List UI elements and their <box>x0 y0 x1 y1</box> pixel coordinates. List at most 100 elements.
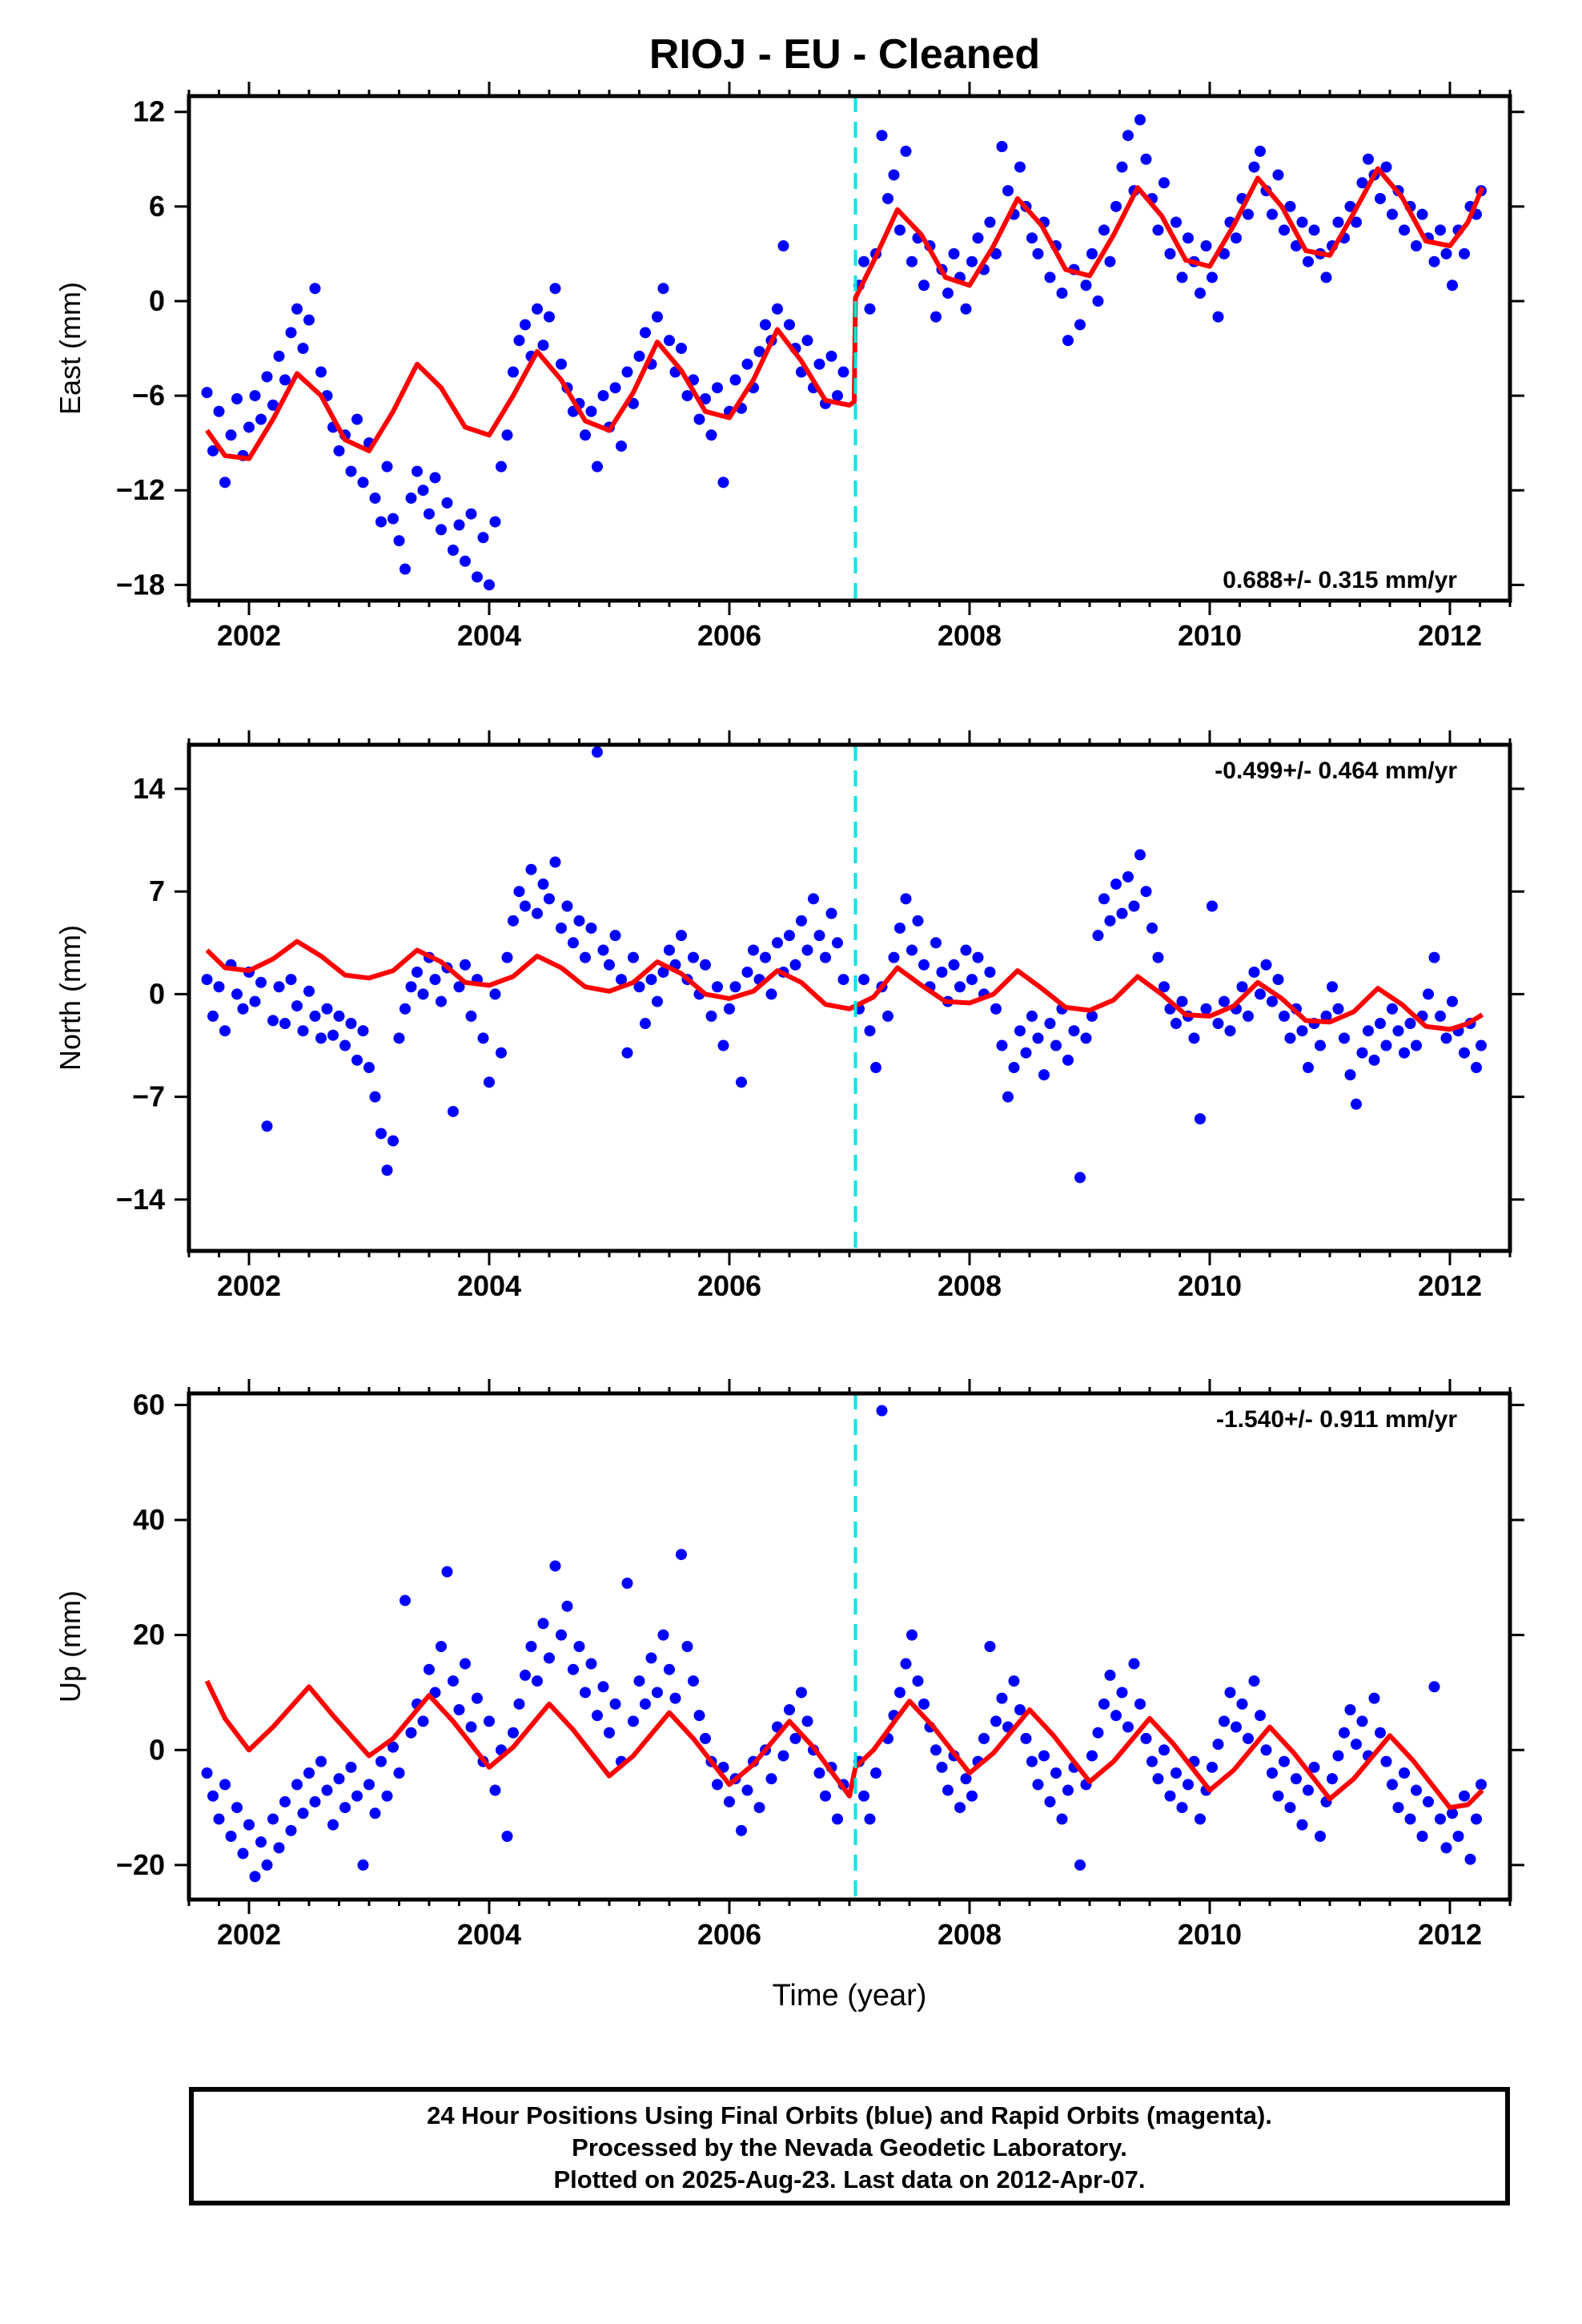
footer-caption-box: 24 Hour Positions Using Final Orbits (bl… <box>189 2087 1510 2205</box>
data-point <box>1231 1721 1242 1733</box>
data-point <box>813 358 825 370</box>
data-point <box>393 535 405 547</box>
data-point <box>1392 1802 1404 1814</box>
data-point <box>465 1721 477 1733</box>
data-point <box>978 1732 990 1744</box>
data-point <box>400 563 411 575</box>
data-point <box>1303 255 1314 267</box>
data-point <box>858 255 869 267</box>
data-point <box>561 900 573 912</box>
data-point <box>900 145 912 157</box>
x-tick-label: 2004 <box>457 619 521 652</box>
data-point <box>1356 1715 1368 1727</box>
data-point <box>796 915 807 927</box>
data-point <box>460 1658 471 1670</box>
data-point <box>1062 1784 1074 1796</box>
data-point <box>231 1802 243 1814</box>
data-point <box>621 366 633 378</box>
data-point <box>315 1032 327 1044</box>
data-point <box>760 319 771 331</box>
model-curve <box>204 1679 1484 1811</box>
data-point <box>537 1618 549 1630</box>
data-point <box>1219 995 1230 1007</box>
data-point <box>321 1784 333 1796</box>
data-point <box>387 1741 399 1753</box>
data-point <box>387 1135 399 1147</box>
data-point <box>291 303 303 315</box>
data-point <box>1050 1767 1062 1779</box>
data-point <box>405 981 417 993</box>
data-point <box>513 1698 525 1710</box>
data-point <box>1026 1010 1038 1022</box>
data-point <box>513 335 525 347</box>
data-point <box>525 1641 537 1652</box>
y-tick-label: 7 <box>149 875 165 907</box>
data-point <box>1440 247 1452 259</box>
data-point <box>990 1003 1002 1015</box>
data-point <box>1195 1813 1206 1825</box>
data-point <box>400 1594 411 1606</box>
data-point <box>213 981 225 993</box>
data-point <box>465 1010 477 1022</box>
data-point <box>1387 1779 1398 1791</box>
data-point <box>573 1641 585 1652</box>
data-point <box>381 460 393 472</box>
data-point <box>966 974 978 986</box>
data-point <box>1296 1819 1308 1831</box>
data-point <box>412 966 423 978</box>
data-point <box>1002 185 1014 197</box>
data-point <box>484 1076 495 1088</box>
data-point <box>309 1795 321 1807</box>
data-point <box>207 1790 219 1802</box>
panel-1: 2002 2004 2006 2008 2010 2012 −18 −12 −6 0 6 12 East… <box>54 82 1524 652</box>
data-point <box>1308 1761 1320 1773</box>
data-point <box>1200 1003 1212 1015</box>
data-point <box>930 311 942 323</box>
panel-3: 2002 2004 2006 2008 2010 2012 −20 0 20 40 60 Up (mm… <box>54 1379 1524 2012</box>
data-point <box>417 1715 429 1727</box>
data-point <box>813 1767 825 1779</box>
data-point <box>219 1779 231 1791</box>
data-point <box>1074 1172 1086 1184</box>
data-point <box>291 1779 303 1791</box>
data-point <box>864 303 876 315</box>
data-point <box>1344 1704 1356 1715</box>
data-point <box>1387 1003 1398 1015</box>
data-point <box>441 497 453 509</box>
y-tick-label: 6 <box>149 190 165 223</box>
data-point <box>345 1018 357 1030</box>
data-point <box>825 350 837 362</box>
data-point <box>1158 1744 1170 1756</box>
data-point <box>1134 114 1146 126</box>
data-point <box>1146 922 1158 934</box>
data-point <box>1327 1773 1338 1785</box>
data-point <box>1128 900 1140 912</box>
data-point <box>465 508 477 520</box>
data-point <box>1272 169 1284 181</box>
data-point <box>429 472 441 484</box>
data-point <box>954 981 966 993</box>
data-point <box>729 981 741 993</box>
data-point <box>537 879 549 891</box>
y-tick-label: −12 <box>116 473 165 506</box>
data-point <box>1423 1795 1434 1807</box>
data-point <box>1428 951 1440 963</box>
data-point <box>333 444 345 456</box>
data-point <box>1471 1062 1482 1074</box>
data-point <box>693 1710 705 1722</box>
y-tick-label: 60 <box>133 1388 165 1421</box>
data-point <box>1044 1018 1056 1030</box>
y-tick-label: −18 <box>116 568 165 601</box>
data-point <box>489 1784 501 1796</box>
data-point <box>748 944 759 956</box>
x-tick-label: 2010 <box>1178 1918 1242 1951</box>
data-point <box>652 311 663 323</box>
data-point <box>640 1698 651 1710</box>
data-point <box>285 1824 297 1836</box>
data-point <box>1375 192 1386 204</box>
data-point <box>906 944 917 956</box>
data-point <box>1440 1842 1452 1854</box>
data-point <box>1092 295 1104 307</box>
data-point <box>424 1663 435 1675</box>
data-point <box>628 951 639 963</box>
